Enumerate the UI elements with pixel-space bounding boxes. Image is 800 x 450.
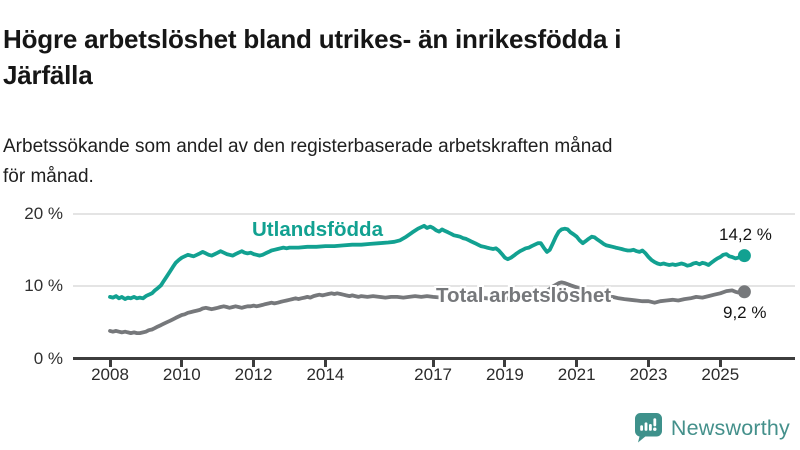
newsworthy-logo[interactable]: Newsworthy <box>634 412 790 444</box>
x-tick-mark-2019 <box>503 359 507 367</box>
x-tick-label-2019: 2019 <box>485 365 524 384</box>
x-tick-mark-2025 <box>718 359 722 367</box>
x-tick-label-2021: 2021 <box>557 365 596 384</box>
gridline-20 <box>73 212 795 215</box>
x-tick-mark-2021 <box>575 359 579 367</box>
x-tick-mark-2014 <box>323 359 327 367</box>
newsworthy-logo-text: Newsworthy <box>670 415 790 440</box>
x-tick-label-2025: 2025 <box>701 365 740 384</box>
series-line-utlandsfodda <box>108 223 747 302</box>
series-label-utlandsfodda: Utlandsfödda <box>252 218 383 241</box>
x-tick-label-2014: 2014 <box>306 365 345 384</box>
bar-chart-speech-bubble-icon <box>634 413 662 443</box>
x-tick-mark-2010 <box>180 359 184 367</box>
series-line-total-arbetsloshet <box>108 280 747 336</box>
series-label-total-arbetsloshet: Total arbetslöshet <box>436 284 612 307</box>
x-tick-label-2008: 2008 <box>91 365 129 384</box>
x-tick-label-2010: 2010 <box>162 365 201 384</box>
x-tick-label-2023: 2023 <box>629 365 668 384</box>
x-tick-mark-2023 <box>647 359 650 367</box>
y-tick-label-10: 10 % <box>24 276 63 295</box>
x-tick-mark-2017 <box>431 359 435 367</box>
x-tick-mark-2012 <box>252 359 256 367</box>
x-tick-mark-2008 <box>108 359 112 367</box>
chart-subtitle: Arbetssökande som andel av den registerb… <box>3 136 613 188</box>
end-value-label-utlandsfodda: 14,2 % <box>719 225 772 244</box>
x-axis-line <box>73 357 795 360</box>
series-end-dot-utlandsfodda <box>737 249 751 263</box>
gridline-10 <box>73 285 795 287</box>
x-tick-label-2012: 2012 <box>234 365 273 384</box>
x-tick-label-2017: 2017 <box>414 365 452 384</box>
chart-title: Högre arbetslöshet bland utrikes- än inr… <box>3 24 622 91</box>
end-value-label-total: 9,2 % <box>723 303 767 322</box>
y-tick-label-20: 20 % <box>24 203 63 223</box>
y-tick-label-0: 0 % <box>33 348 63 368</box>
series-end-dot-total-arbetsloshet <box>737 285 751 299</box>
